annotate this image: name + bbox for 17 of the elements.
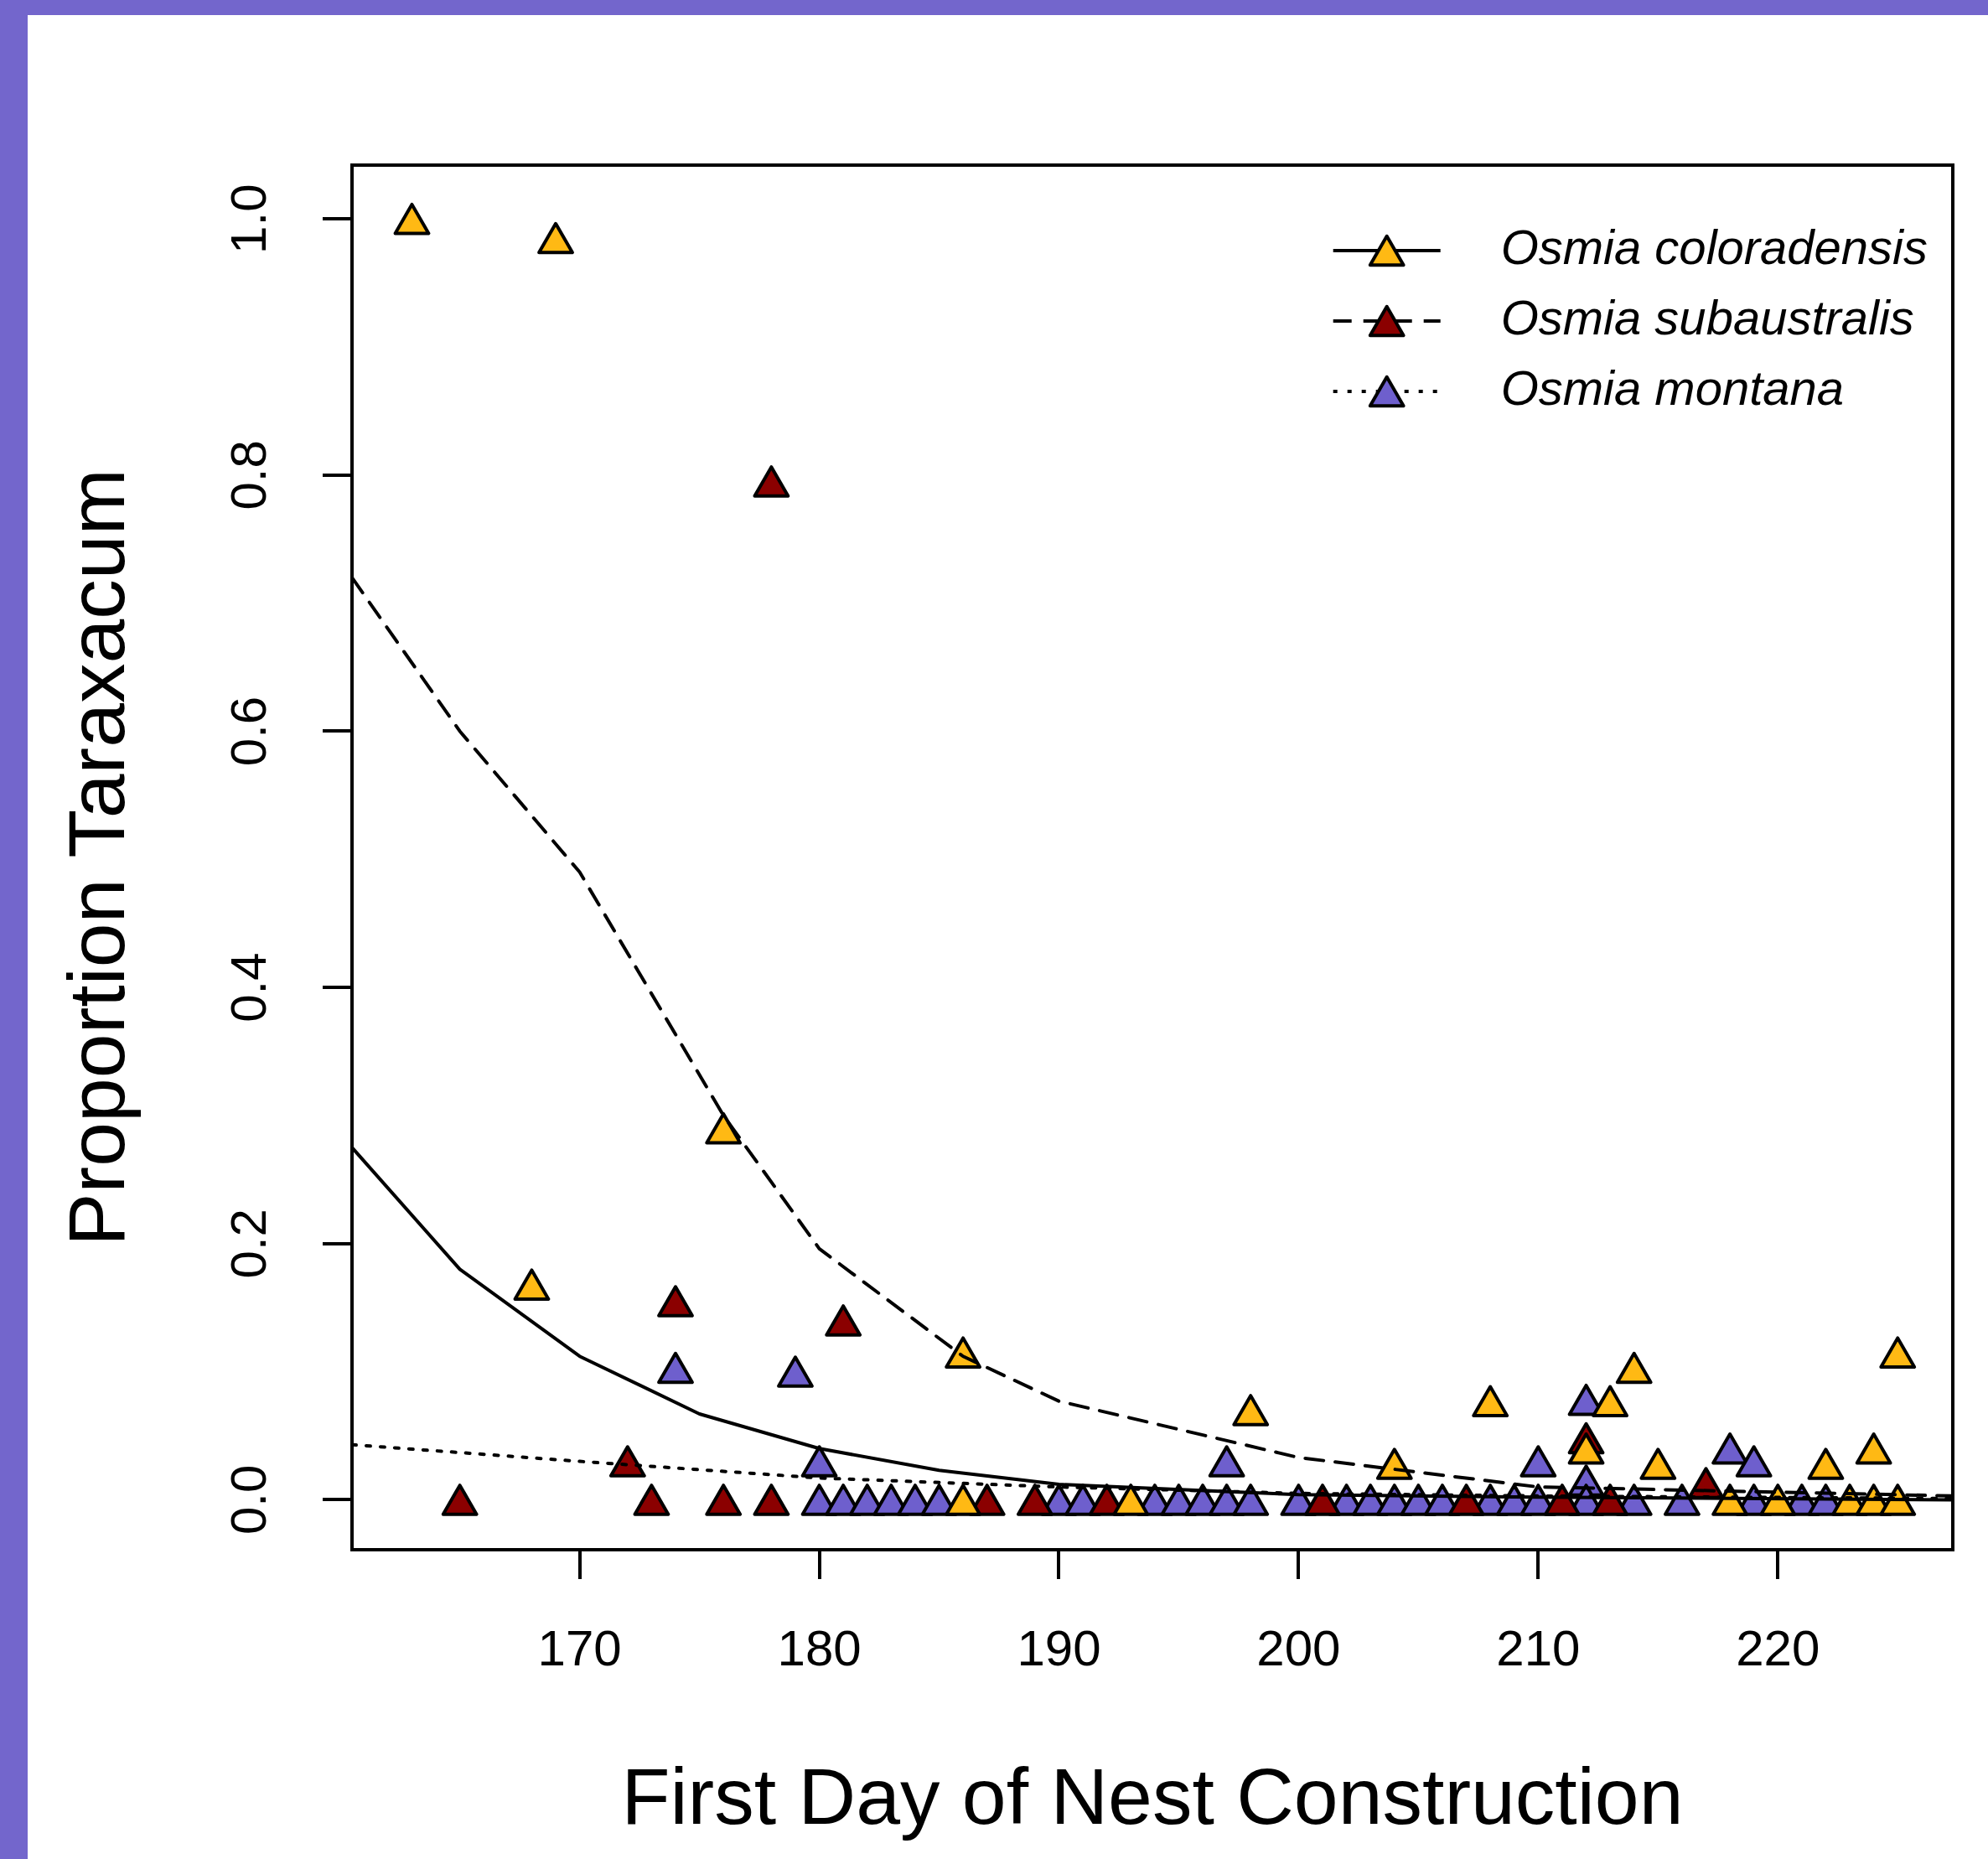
x-tick-label: 170 bbox=[537, 1619, 622, 1676]
x-axis-title: First Day of Nest Construction bbox=[621, 1752, 1684, 1841]
x-tick-label: 210 bbox=[1496, 1619, 1581, 1676]
legend-label: Osmia montana bbox=[1500, 360, 1845, 416]
x-tick-label: 220 bbox=[1736, 1619, 1820, 1676]
y-tick-label: 0.6 bbox=[220, 696, 277, 767]
y-tick-label: 0.2 bbox=[220, 1209, 277, 1279]
x-tick-label: 180 bbox=[777, 1619, 862, 1676]
x-tick-label: 190 bbox=[1017, 1619, 1101, 1676]
y-tick-label: 1.0 bbox=[220, 184, 277, 254]
legend-label: Osmia subaustralis bbox=[1500, 290, 1914, 345]
y-tick-label: 0.0 bbox=[220, 1464, 277, 1535]
y-axis-title: Proportion Taraxacum bbox=[52, 469, 142, 1246]
y-tick-label: 0.8 bbox=[220, 440, 277, 510]
legend-label: Osmia coloradensis bbox=[1500, 220, 1928, 275]
y-tick-label: 0.4 bbox=[220, 952, 277, 1023]
x-tick-label: 200 bbox=[1256, 1619, 1341, 1676]
